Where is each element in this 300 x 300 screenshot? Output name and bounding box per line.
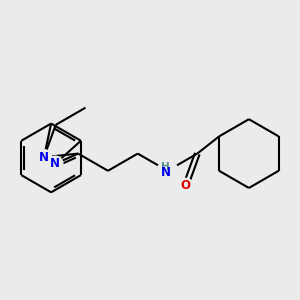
Circle shape bbox=[157, 160, 178, 181]
Text: N: N bbox=[161, 166, 171, 179]
Text: O: O bbox=[181, 179, 190, 192]
Text: N: N bbox=[39, 151, 49, 164]
Text: H: H bbox=[161, 162, 170, 172]
Text: N: N bbox=[50, 157, 60, 170]
Circle shape bbox=[178, 178, 193, 194]
Circle shape bbox=[36, 150, 52, 165]
Circle shape bbox=[48, 156, 63, 171]
